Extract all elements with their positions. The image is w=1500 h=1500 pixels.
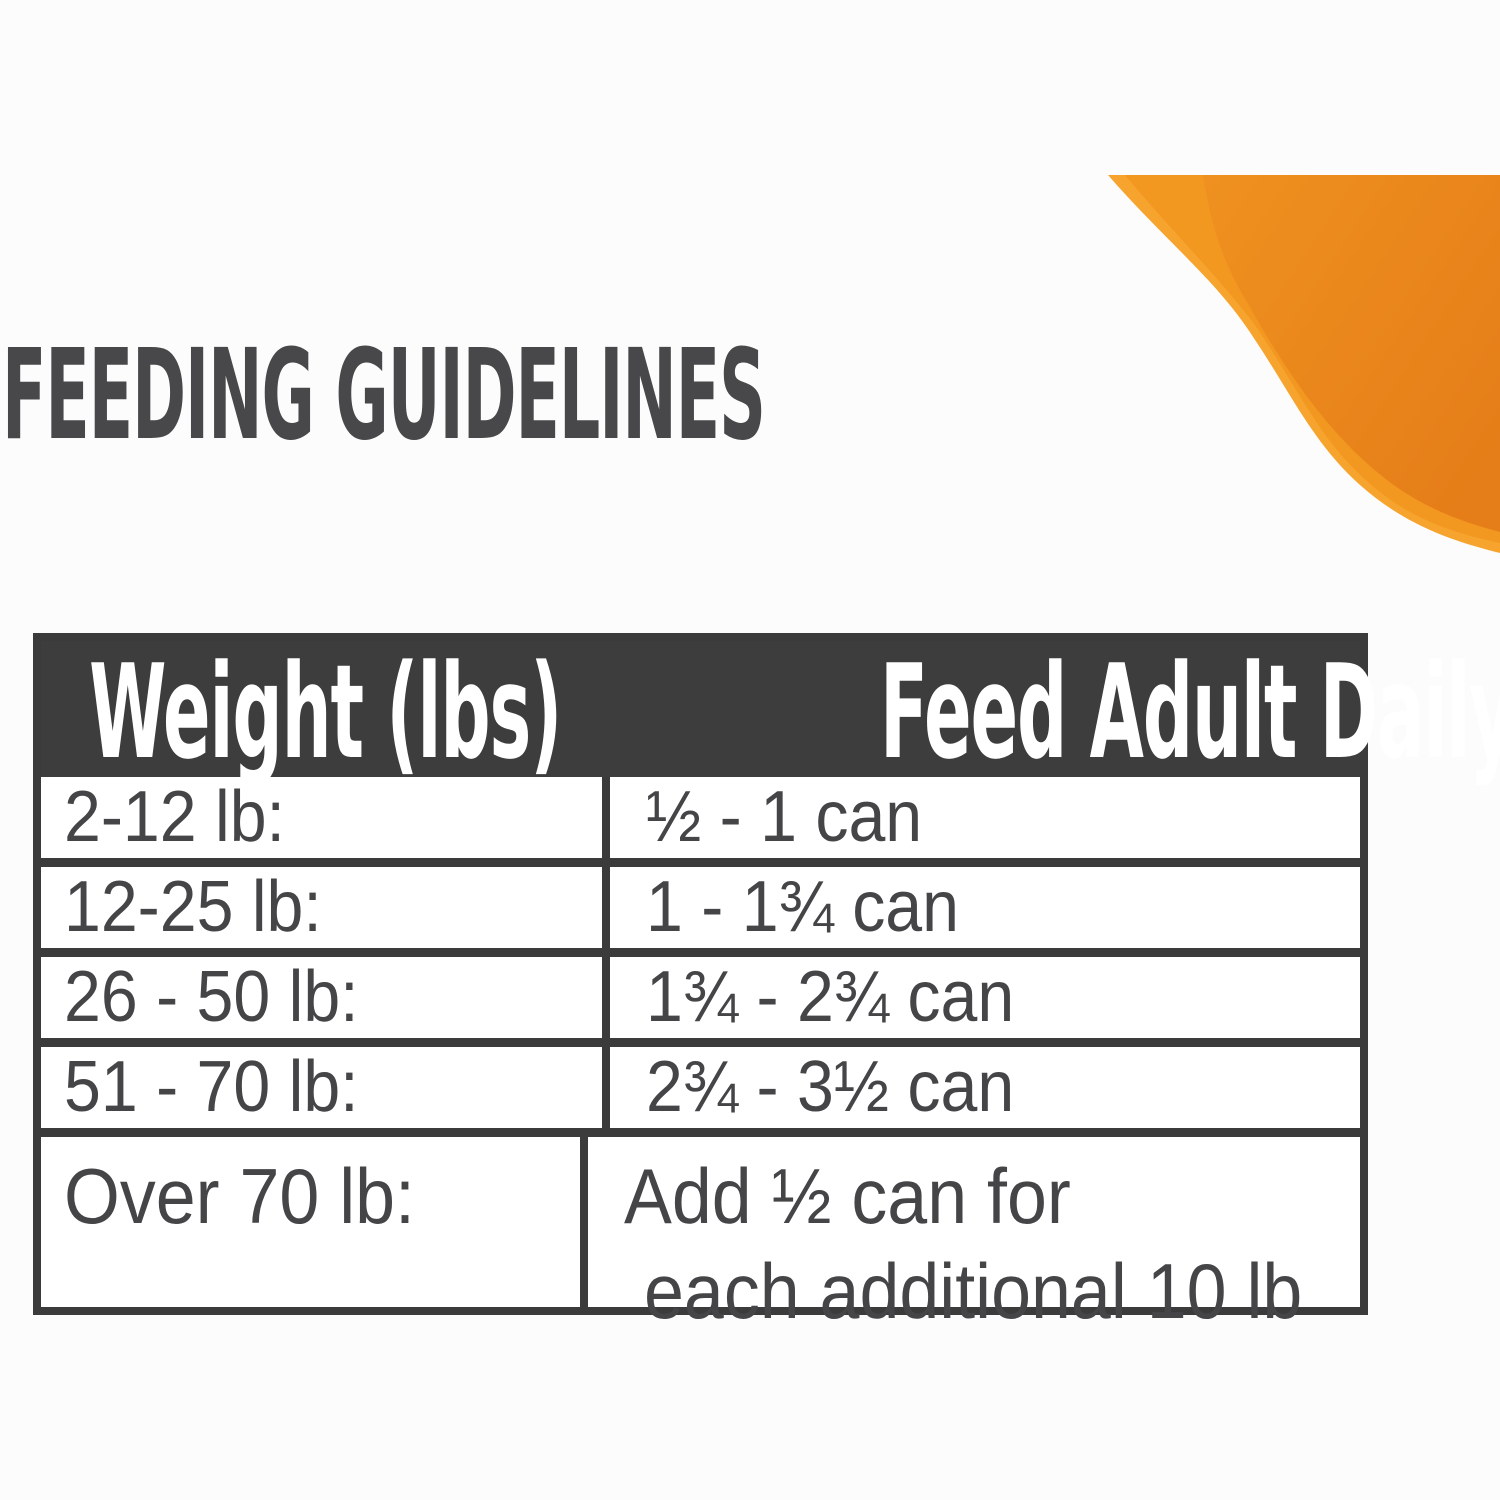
header-weight-label: Weight (lbs) — [89, 636, 562, 788]
feed-cell: 2¾ - 3½ can — [610, 1047, 1360, 1128]
feed-value: 1 - 1¾ can — [646, 866, 960, 947]
header-cell-feed: Feed Adult Daily — [610, 636, 1500, 788]
weight-value: Over 70 lb: — [64, 1152, 415, 1240]
feed-line-1: Add ½ can for — [624, 1152, 1072, 1240]
table-row: 51 - 70 lb: 2¾ - 3½ can — [41, 1038, 1360, 1128]
table-row: Over 70 lb: Add ½ can for each additiona… — [41, 1128, 1360, 1335]
feed-cell: Add ½ can for each additional 10 lb — [588, 1137, 1360, 1335]
orange-swoosh-decoration — [1108, 175, 1500, 553]
weight-value: 26 - 50 lb: — [64, 956, 359, 1037]
feed-value-multiline: Add ½ can for each additional 10 lb — [624, 1149, 1360, 1339]
feed-value: 1¾ - 2¾ can — [646, 956, 1015, 1037]
weight-cell: 12-25 lb: — [41, 867, 610, 948]
feed-cell: 1¾ - 2¾ can — [610, 957, 1360, 1038]
feed-value: ½ - 1 can — [646, 776, 923, 857]
weight-cell: 51 - 70 lb: — [41, 1047, 610, 1128]
weight-value: 2-12 lb: — [64, 776, 285, 857]
weight-cell: 2-12 lb: — [41, 777, 610, 858]
table-row: 26 - 50 lb: 1¾ - 2¾ can — [41, 948, 1360, 1038]
feed-line-2: each additional 10 lb — [644, 1247, 1303, 1336]
feeding-guidelines-table: Weight (lbs) Feed Adult Daily 2-12 lb: ½… — [33, 633, 1500, 1335]
weight-cell: 26 - 50 lb: — [41, 957, 610, 1038]
header-cell-weight: Weight (lbs) — [41, 636, 610, 788]
page-title-text: FEEDING GUIDELINES — [2, 323, 766, 468]
weight-cell: Over 70 lb: — [41, 1137, 589, 1307]
page-title: FEEDING GUIDELINES — [2, 333, 1469, 458]
table-row: 12-25 lb: 1 - 1¾ can — [41, 858, 1360, 948]
header-feed-label: Feed Adult Daily — [879, 636, 1500, 788]
swoosh-body — [1203, 175, 1500, 532]
table-row: 2-12 lb: ½ - 1 can — [41, 777, 1360, 858]
feed-cell: 1 - 1¾ can — [610, 867, 1360, 948]
table-header-row: Weight (lbs) Feed Adult Daily — [41, 636, 1500, 788]
feed-value: 2¾ - 3½ can — [646, 1046, 1015, 1127]
weight-value: 12-25 lb: — [64, 866, 322, 947]
weight-value: 51 - 70 lb: — [64, 1046, 359, 1127]
feed-cell: ½ - 1 can — [610, 777, 1360, 858]
